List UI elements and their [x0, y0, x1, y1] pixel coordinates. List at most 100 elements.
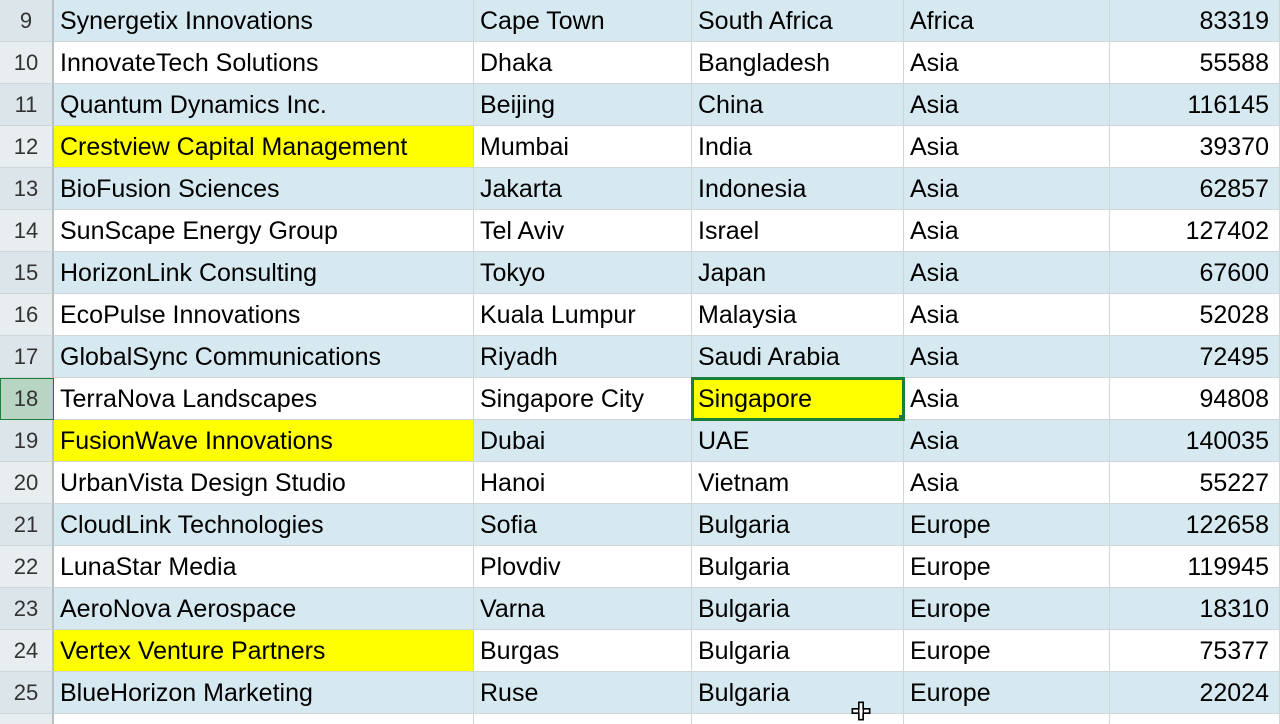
cell-value[interactable]: 140035	[1110, 420, 1280, 462]
cell-city[interactable]: Mumbai	[474, 126, 692, 168]
cell-country[interactable]: Bulgaria	[692, 504, 904, 546]
cell-city[interactable]: Beijing	[474, 84, 692, 126]
row-header[interactable]: 13	[0, 168, 54, 210]
cell-city[interactable]: Stara Zagora	[474, 714, 692, 724]
cell-country[interactable]: UAE	[692, 420, 904, 462]
cell-region[interactable]: Europe	[904, 588, 1110, 630]
cell-city[interactable]: Dubai	[474, 420, 692, 462]
cell-country[interactable]: South Africa	[692, 0, 904, 42]
cell-value[interactable]: 119945	[1110, 546, 1280, 588]
cell-company[interactable]: EcoPulse Innovations	[54, 294, 474, 336]
cell-value[interactable]: 55227	[1110, 462, 1280, 504]
cell-company[interactable]: Crestview Capital Management	[54, 126, 474, 168]
cell-value[interactable]: 94808	[1110, 378, 1280, 420]
cell-country[interactable]: Indonesia	[692, 168, 904, 210]
cell-city[interactable]: Tel Aviv	[474, 210, 692, 252]
cell-region[interactable]: Europe	[904, 546, 1110, 588]
cell-region[interactable]: Asia	[904, 462, 1110, 504]
row-header[interactable]: 26	[0, 714, 54, 724]
cell-value[interactable]: 22024	[1110, 672, 1280, 714]
cell-value[interactable]: 116145	[1110, 84, 1280, 126]
cell-city[interactable]: Cape Town	[474, 0, 692, 42]
row-header[interactable]: 15	[0, 252, 54, 294]
cell-value[interactable]: 55588	[1110, 42, 1280, 84]
cell-city[interactable]: Hanoi	[474, 462, 692, 504]
cell-region[interactable]: Europe	[904, 672, 1110, 714]
cell-region[interactable]: Asia	[904, 84, 1110, 126]
spreadsheet-grid[interactable]: 9Synergetix InnovationsCape TownSouth Af…	[0, 0, 1280, 724]
cell-value[interactable]: 39370	[1110, 126, 1280, 168]
cell-country[interactable]: Malaysia	[692, 294, 904, 336]
cell-country[interactable]: India	[692, 126, 904, 168]
cell-region[interactable]: Europe	[904, 504, 1110, 546]
cell-city[interactable]: Plovdiv	[474, 546, 692, 588]
row-header[interactable]: 18	[0, 378, 54, 420]
cell-value[interactable]: 72495	[1110, 336, 1280, 378]
row-header[interactable]: 24	[0, 630, 54, 672]
cell-company[interactable]: AeroNova Aerospace	[54, 588, 474, 630]
cell-company[interactable]: SunScape Energy Group	[54, 210, 474, 252]
cell-city[interactable]: Dhaka	[474, 42, 692, 84]
cell-region[interactable]: Asia	[904, 210, 1110, 252]
cell-company[interactable]: FusionWave Innovations	[54, 420, 474, 462]
cell-city[interactable]: Burgas	[474, 630, 692, 672]
cell-company[interactable]: Vertex Venture Partners	[54, 630, 474, 672]
row-header[interactable]: 23	[0, 588, 54, 630]
cell-country[interactable]: Israel	[692, 210, 904, 252]
cell-company[interactable]: CloudLink Technologies	[54, 504, 474, 546]
cell-region[interactable]: Europe	[904, 714, 1110, 724]
cell-value[interactable]: 67600	[1110, 252, 1280, 294]
cell-city[interactable]: Riyadh	[474, 336, 692, 378]
cell-city[interactable]: Varna	[474, 588, 692, 630]
cell-region[interactable]: Asia	[904, 420, 1110, 462]
cell-value[interactable]: 122658	[1110, 504, 1280, 546]
cell-company[interactable]: BlueHorizon Marketing	[54, 672, 474, 714]
cell-region[interactable]: Asia	[904, 336, 1110, 378]
cell-country[interactable]: Bulgaria	[692, 714, 904, 724]
cell-city[interactable]: Ruse	[474, 672, 692, 714]
row-header[interactable]: 16	[0, 294, 54, 336]
cell-city[interactable]: Kuala Lumpur	[474, 294, 692, 336]
cell-country[interactable]: Singapore	[692, 378, 904, 420]
row-header[interactable]: 22	[0, 546, 54, 588]
row-header[interactable]: 19	[0, 420, 54, 462]
cell-country[interactable]: Bulgaria	[692, 672, 904, 714]
cell-region[interactable]: Asia	[904, 378, 1110, 420]
cell-region[interactable]: Africa	[904, 0, 1110, 42]
cell-company[interactable]: BioFusion Sciences	[54, 168, 474, 210]
cell-company[interactable]: HorizonLink Consulting	[54, 252, 474, 294]
cell-city[interactable]: Jakarta	[474, 168, 692, 210]
cell-city[interactable]: Singapore City	[474, 378, 692, 420]
cell-company[interactable]: Quantum Dynamics Inc.	[54, 84, 474, 126]
row-header[interactable]: 10	[0, 42, 54, 84]
cell-company[interactable]: Synergetix Innovations	[54, 0, 474, 42]
cell-value[interactable]: 127402	[1110, 210, 1280, 252]
row-header[interactable]: 9	[0, 0, 54, 42]
cell-value[interactable]: 18310	[1110, 588, 1280, 630]
row-header[interactable]: 12	[0, 126, 54, 168]
row-header[interactable]: 21	[0, 504, 54, 546]
cell-company[interactable]: GlobalSync Communications	[54, 336, 474, 378]
cell-value[interactable]: 84720	[1110, 714, 1280, 724]
cell-country[interactable]: China	[692, 84, 904, 126]
row-header[interactable]: 17	[0, 336, 54, 378]
cell-region[interactable]: Europe	[904, 630, 1110, 672]
cell-country[interactable]: Bangladesh	[692, 42, 904, 84]
cell-region[interactable]: Asia	[904, 294, 1110, 336]
cell-country[interactable]: Bulgaria	[692, 546, 904, 588]
cell-company[interactable]: UrbanVista Design Studio	[54, 462, 474, 504]
cell-region[interactable]: Asia	[904, 126, 1110, 168]
cell-company[interactable]: TerraNova Landscapes	[54, 378, 474, 420]
cell-country[interactable]: Saudi Arabia	[692, 336, 904, 378]
cell-country[interactable]: Japan	[692, 252, 904, 294]
cell-region[interactable]: Asia	[904, 42, 1110, 84]
row-header[interactable]: 20	[0, 462, 54, 504]
cell-company[interactable]: InnovateTech Solutions	[54, 42, 474, 84]
row-header[interactable]: 14	[0, 210, 54, 252]
cell-city[interactable]: Tokyo	[474, 252, 692, 294]
cell-value[interactable]: 83319	[1110, 0, 1280, 42]
cell-company[interactable]: EcoTrend Solutions	[54, 714, 474, 724]
cell-region[interactable]: Asia	[904, 252, 1110, 294]
cell-company[interactable]: LunaStar Media	[54, 546, 474, 588]
row-header[interactable]: 25	[0, 672, 54, 714]
